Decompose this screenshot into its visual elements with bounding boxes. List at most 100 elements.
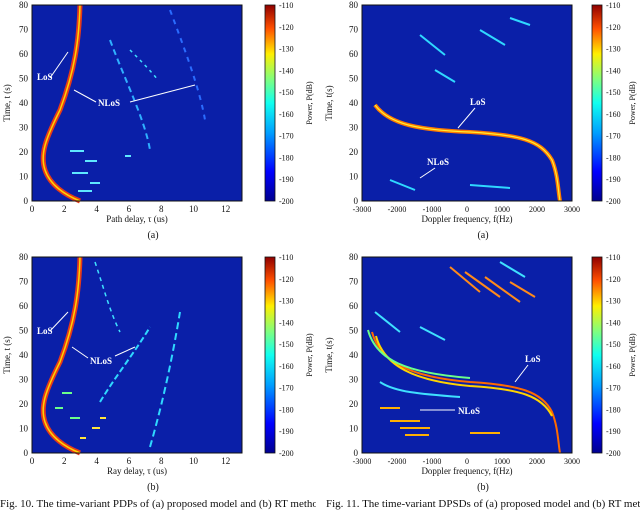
colorbar-tick: -130 [279, 297, 294, 306]
y-tick: 20 [19, 399, 29, 409]
x-tick: 6 [127, 204, 132, 214]
colorbar-tick: -150 [606, 340, 621, 349]
los-trace-core [42, 256, 81, 454]
y-tick: 70 [349, 277, 359, 287]
y-tick-labels: 0 10 20 30 40 50 60 70 80 [19, 252, 29, 458]
y-tick: 10 [349, 172, 359, 182]
x-tick: -1000 [423, 457, 442, 466]
dpsd-heatmap-a: LoS NLoS -3000 -2000 -1000 0 1000 2000 3… [324, 0, 637, 224]
x-tick: 8 [159, 456, 164, 466]
plot-area [32, 5, 242, 201]
x-tick: -2000 [388, 457, 407, 466]
x-tick: 10 [189, 204, 199, 214]
colorbar-tick: -140 [279, 66, 294, 75]
y-tick: 50 [349, 326, 359, 336]
colorbar-tick: -130 [606, 297, 621, 306]
colorbar-ticks: -110 -120 -130 -140 -150 -160 -170 -180 … [279, 1, 294, 206]
x-tick: 0 [30, 204, 35, 214]
scatter-cluster [70, 150, 131, 192]
y-tick: 10 [19, 172, 29, 182]
colorbar-ticks: -110 -120 -130 -140 -150 -160 -170 -180 … [279, 253, 294, 458]
colorbar-tick: -130 [279, 45, 294, 54]
figure-caption-left: Fig. 10. The time-variant PDPs of (a) pr… [0, 498, 316, 510]
sublabel: (a) [477, 230, 489, 241]
y-tick: 0 [354, 448, 359, 458]
nlos-trace-1 [99, 326, 151, 403]
y-tick: 40 [349, 98, 359, 108]
colorbar-tick: -190 [606, 427, 621, 436]
y-tick: 60 [19, 49, 29, 59]
y-axis-label: Time, t (s) [2, 336, 12, 373]
annotation-nlos: NLoS [458, 406, 480, 416]
colorbar-tick: -180 [606, 405, 621, 414]
colorbar-tick: -190 [279, 175, 294, 184]
colorbar-tick: -180 [606, 153, 621, 162]
colorbar-tick: -110 [279, 253, 293, 262]
colorbar-tick: -140 [606, 66, 621, 75]
axes-frame [361, 256, 573, 454]
x-tick: -2000 [388, 205, 407, 214]
colorbar-tick: -200 [606, 449, 621, 458]
colorbar [264, 256, 276, 454]
annotation-arrow [49, 51, 69, 79]
annotation-nlos: NLoS [427, 157, 449, 167]
panel-bottom-right: LoS NLoS -3000 -2000 -1000 0 1000 2000 3… [320, 252, 640, 493]
y-tick: 30 [349, 123, 359, 133]
panel-bottom-left: LoS NLoS 0 2 4 6 8 10 12 0 10 20 30 40 5… [0, 252, 320, 493]
nlos-trace-3 [129, 49, 159, 81]
x-tick: 0 [30, 456, 35, 466]
nlos-trace-2 [149, 311, 181, 448]
nlos-trace-3 [94, 261, 121, 333]
annotation-arrow [114, 346, 136, 357]
sublabel: (a) [147, 230, 159, 241]
colorbar-tick: -120 [279, 23, 294, 32]
y-tick: 0 [24, 448, 29, 458]
axes-frame [31, 256, 243, 454]
y-tick: 60 [349, 49, 359, 59]
y-tick-labels: 0 10 20 30 40 50 60 70 80 [19, 0, 29, 206]
colorbar-tick: -160 [606, 362, 621, 371]
los-trace-core [42, 4, 81, 202]
colorbar-tick: -140 [279, 318, 294, 327]
y-tick: 20 [349, 147, 359, 157]
annotation-los: LoS [37, 72, 53, 82]
colorbar-ticks: -110 -120 -130 -140 -150 -160 -170 -180 … [606, 1, 621, 206]
x-tick: 0 [465, 457, 469, 466]
y-axis-label: Time, t (s) [2, 84, 12, 121]
colorbar-tick: -120 [279, 275, 294, 284]
y-tick-labels: 0 10 20 30 40 50 60 70 80 [349, 0, 359, 206]
colorbar [591, 4, 603, 202]
x-tick: 3000 [564, 205, 580, 214]
los-trace-core [374, 104, 561, 202]
y-tick: 10 [19, 424, 29, 434]
scatter-cluster [380, 407, 500, 436]
x-axis-label: Ray delay, τ (us) [107, 466, 167, 476]
colorbar-tick: -110 [606, 253, 620, 262]
x-tick: 0 [465, 205, 469, 214]
colorbar-tick: -110 [279, 1, 293, 10]
y-tick: 80 [349, 0, 359, 10]
y-axis-label: Time, t(s) [324, 85, 334, 120]
colorbar-tick: -150 [606, 88, 621, 97]
panel-top-right: LoS NLoS -3000 -2000 -1000 0 1000 2000 3… [320, 0, 640, 241]
y-tick: 50 [19, 326, 29, 336]
x-tick: -1000 [423, 205, 442, 214]
y-tick: 30 [349, 375, 359, 385]
nlos-trace-1 [109, 39, 151, 151]
y-tick: 30 [19, 123, 29, 133]
annotation-los: LoS [525, 354, 541, 364]
colorbar-tick: -160 [279, 362, 294, 371]
figure-caption-right: Fig. 11. The time-variant DPSDs of (a) p… [326, 498, 640, 510]
colorbar-ticks: -110 -120 -130 -140 -150 -160 -170 -180 … [606, 253, 621, 458]
x-tick-labels: -3000 -2000 -1000 0 1000 2000 3000 [353, 457, 580, 466]
sublabel: (b) [477, 482, 489, 493]
annotation-arrow [129, 84, 196, 103]
y-tick: 50 [349, 74, 359, 84]
x-tick: 4 [94, 456, 99, 466]
nlos-streaks [389, 17, 531, 191]
nlos-streaks [374, 261, 526, 341]
y-tick: 30 [19, 375, 29, 385]
x-tick: 10 [189, 456, 199, 466]
colorbar-tick: -150 [279, 88, 294, 97]
colorbar-tick: -120 [606, 23, 621, 32]
